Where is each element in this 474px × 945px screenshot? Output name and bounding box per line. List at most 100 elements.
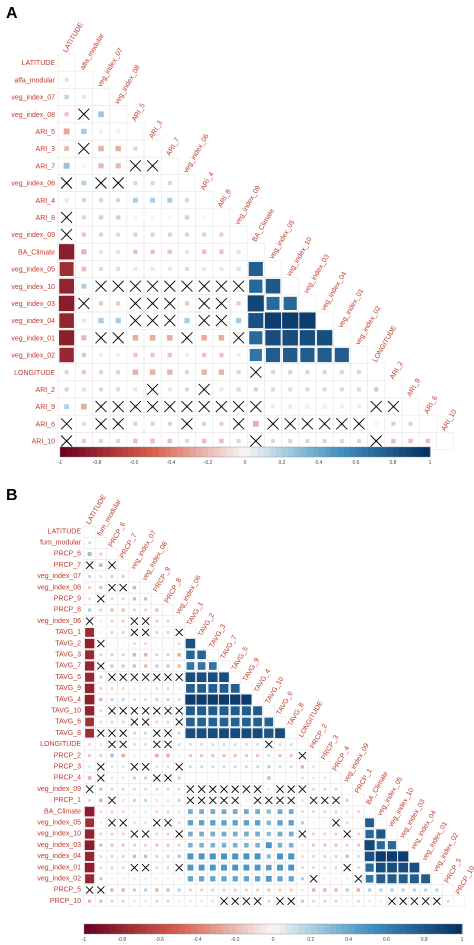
insignificant-mark [232,400,245,413]
corr-cell [368,899,371,903]
insignificant-mark [96,639,105,648]
corr-cell [98,129,104,134]
corr-cell [116,301,121,306]
corr-cell [278,743,282,746]
corr-cell [345,798,349,802]
insignificant-mark [335,417,348,430]
corr-cell [150,180,155,186]
corr-cell [357,832,360,836]
corr-cell [121,866,125,869]
insignificant-mark [108,740,116,749]
col-label: veg_index_02 [355,305,383,346]
corr-cell [84,706,95,716]
corr-cell [282,312,299,329]
colorbar-segment [323,924,331,934]
corr-cell [155,642,159,645]
insignificant-mark [96,729,105,738]
corr-cell [150,249,155,255]
corr-cell [277,809,283,815]
corr-cell [312,810,315,813]
insignificant-mark [215,280,228,293]
corr-cell [133,387,138,392]
corr-cell [132,197,138,203]
corr-cell [288,404,293,409]
insignificant-mark [186,796,195,805]
insignificant-mark [60,435,73,447]
corr-cell [110,810,114,813]
corr-cell [312,821,315,825]
corr-cell [247,295,264,312]
corr-cell [64,94,69,100]
col-label: PRCP_8 [164,577,184,604]
colorbar-tick: 0.4 [316,460,323,466]
corr-cell [133,421,138,426]
corr-cell [88,799,91,802]
colorbar-segment [349,447,357,457]
corr-cell [144,877,147,881]
corr-cell [116,232,121,237]
corr-cell [339,370,344,375]
colorbar-segment [291,924,299,934]
corr-cell [312,787,315,791]
corr-cell [133,266,138,272]
corr-cell [133,843,136,847]
cell-bg [298,294,317,313]
corr-cell [252,728,263,739]
corr-cell [166,698,170,702]
corr-cell [99,754,103,757]
cell-bg [315,311,334,330]
colorbar-segment [171,447,178,457]
corr-cell [316,330,333,346]
corr-cell [177,899,181,903]
corr-cell [121,631,125,634]
insignificant-mark [249,400,262,413]
corr-cell [132,888,136,892]
corr-cell [278,754,282,758]
insignificant-mark [146,297,159,310]
corr-cell [236,438,241,444]
colorbar-segment [288,447,295,457]
cell-bg [352,794,365,807]
colorbar-segment [254,924,261,934]
colorbar-segment [319,447,326,457]
insignificant-mark [276,897,284,906]
cell-bg [83,525,96,538]
corr-cell [177,798,181,802]
corr-cell [345,854,349,859]
corr-cell [177,664,181,668]
corr-cell [187,820,194,826]
corr-cell [155,631,159,634]
corr-cell [288,831,294,837]
corr-cell [357,810,360,813]
insignificant-mark [130,762,139,771]
corr-cell [265,347,281,363]
row-label: ARI_2 [36,387,56,394]
insignificant-mark [141,706,150,715]
corr-cell [133,180,138,186]
corr-cell [177,787,181,791]
cell-bg [330,772,342,784]
corr-cell [312,855,315,858]
corr-cell [199,842,204,848]
colorbar-segment [354,924,362,934]
corr-cell [409,862,420,873]
colorbar-segment [220,447,227,457]
corr-cell [245,743,248,746]
corr-cell [166,899,170,903]
corr-cell [211,743,215,746]
corr-cell [84,638,95,649]
panel-b-colorbar: -1 -0.8 -0.6 -0.4 -0.2 0 0.2 0.4 0.6 0.8 1 [82,923,464,943]
corr-cell [185,672,196,683]
colorbar-segment [177,447,184,457]
corr-cell [277,820,283,826]
corr-cell [155,888,159,892]
corr-cell [121,642,125,645]
cell-bg [162,604,174,616]
col-label: PRCP_3 [320,734,340,761]
corr-cell [132,335,139,341]
corr-cell [300,347,315,363]
corr-cell [155,608,159,612]
corr-cell [197,717,206,727]
insignificant-mark [95,280,107,293]
